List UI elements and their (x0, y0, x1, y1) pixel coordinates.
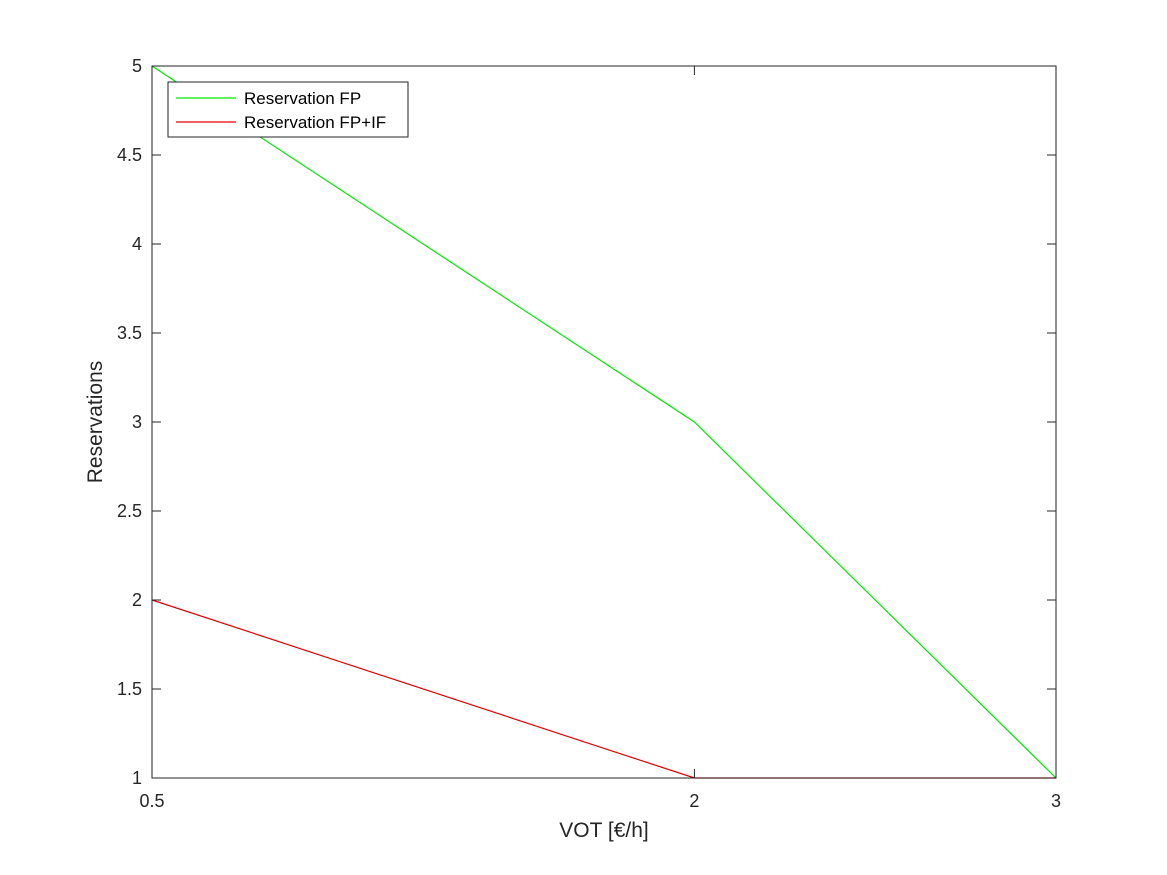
x-tick-label: 3 (1051, 791, 1061, 811)
series-line-1 (151, 65, 1057, 779)
y-tick-label: 4.5 (117, 145, 142, 165)
y-tick-label: 1.5 (117, 679, 142, 699)
y-axis: 1 1.5 2 2.5 3 3.5 4 4.5 5 (117, 56, 1056, 788)
x-tick-label: 0.5 (139, 791, 164, 811)
y-tick-label: 5 (132, 56, 142, 76)
y-axis-label: Reservations (84, 361, 107, 484)
y-tick-label: 2 (132, 590, 142, 610)
y-tick-label: 2.5 (117, 501, 142, 521)
legend-box (167, 81, 409, 138)
x-tick-label: 2 (689, 791, 699, 811)
legend-entries: Reservation FP Reservation FP+IF (176, 89, 386, 132)
legend-label-1: Reservation FP (244, 89, 361, 108)
x-axis-label: VOT [€/h] (559, 819, 649, 842)
legend: Reservation FP Reservation FP+IF (167, 81, 409, 138)
y-tick-label: 3.5 (117, 323, 142, 343)
plot-background (152, 66, 1056, 778)
y-tick-label: 3 (132, 412, 142, 432)
legend-label-2: Reservation FP+IF (244, 113, 386, 132)
x-axis: 0.5 2 3 (139, 66, 1061, 811)
y-tick-label: 1 (132, 768, 142, 788)
y-tick-label: 4 (132, 234, 142, 254)
